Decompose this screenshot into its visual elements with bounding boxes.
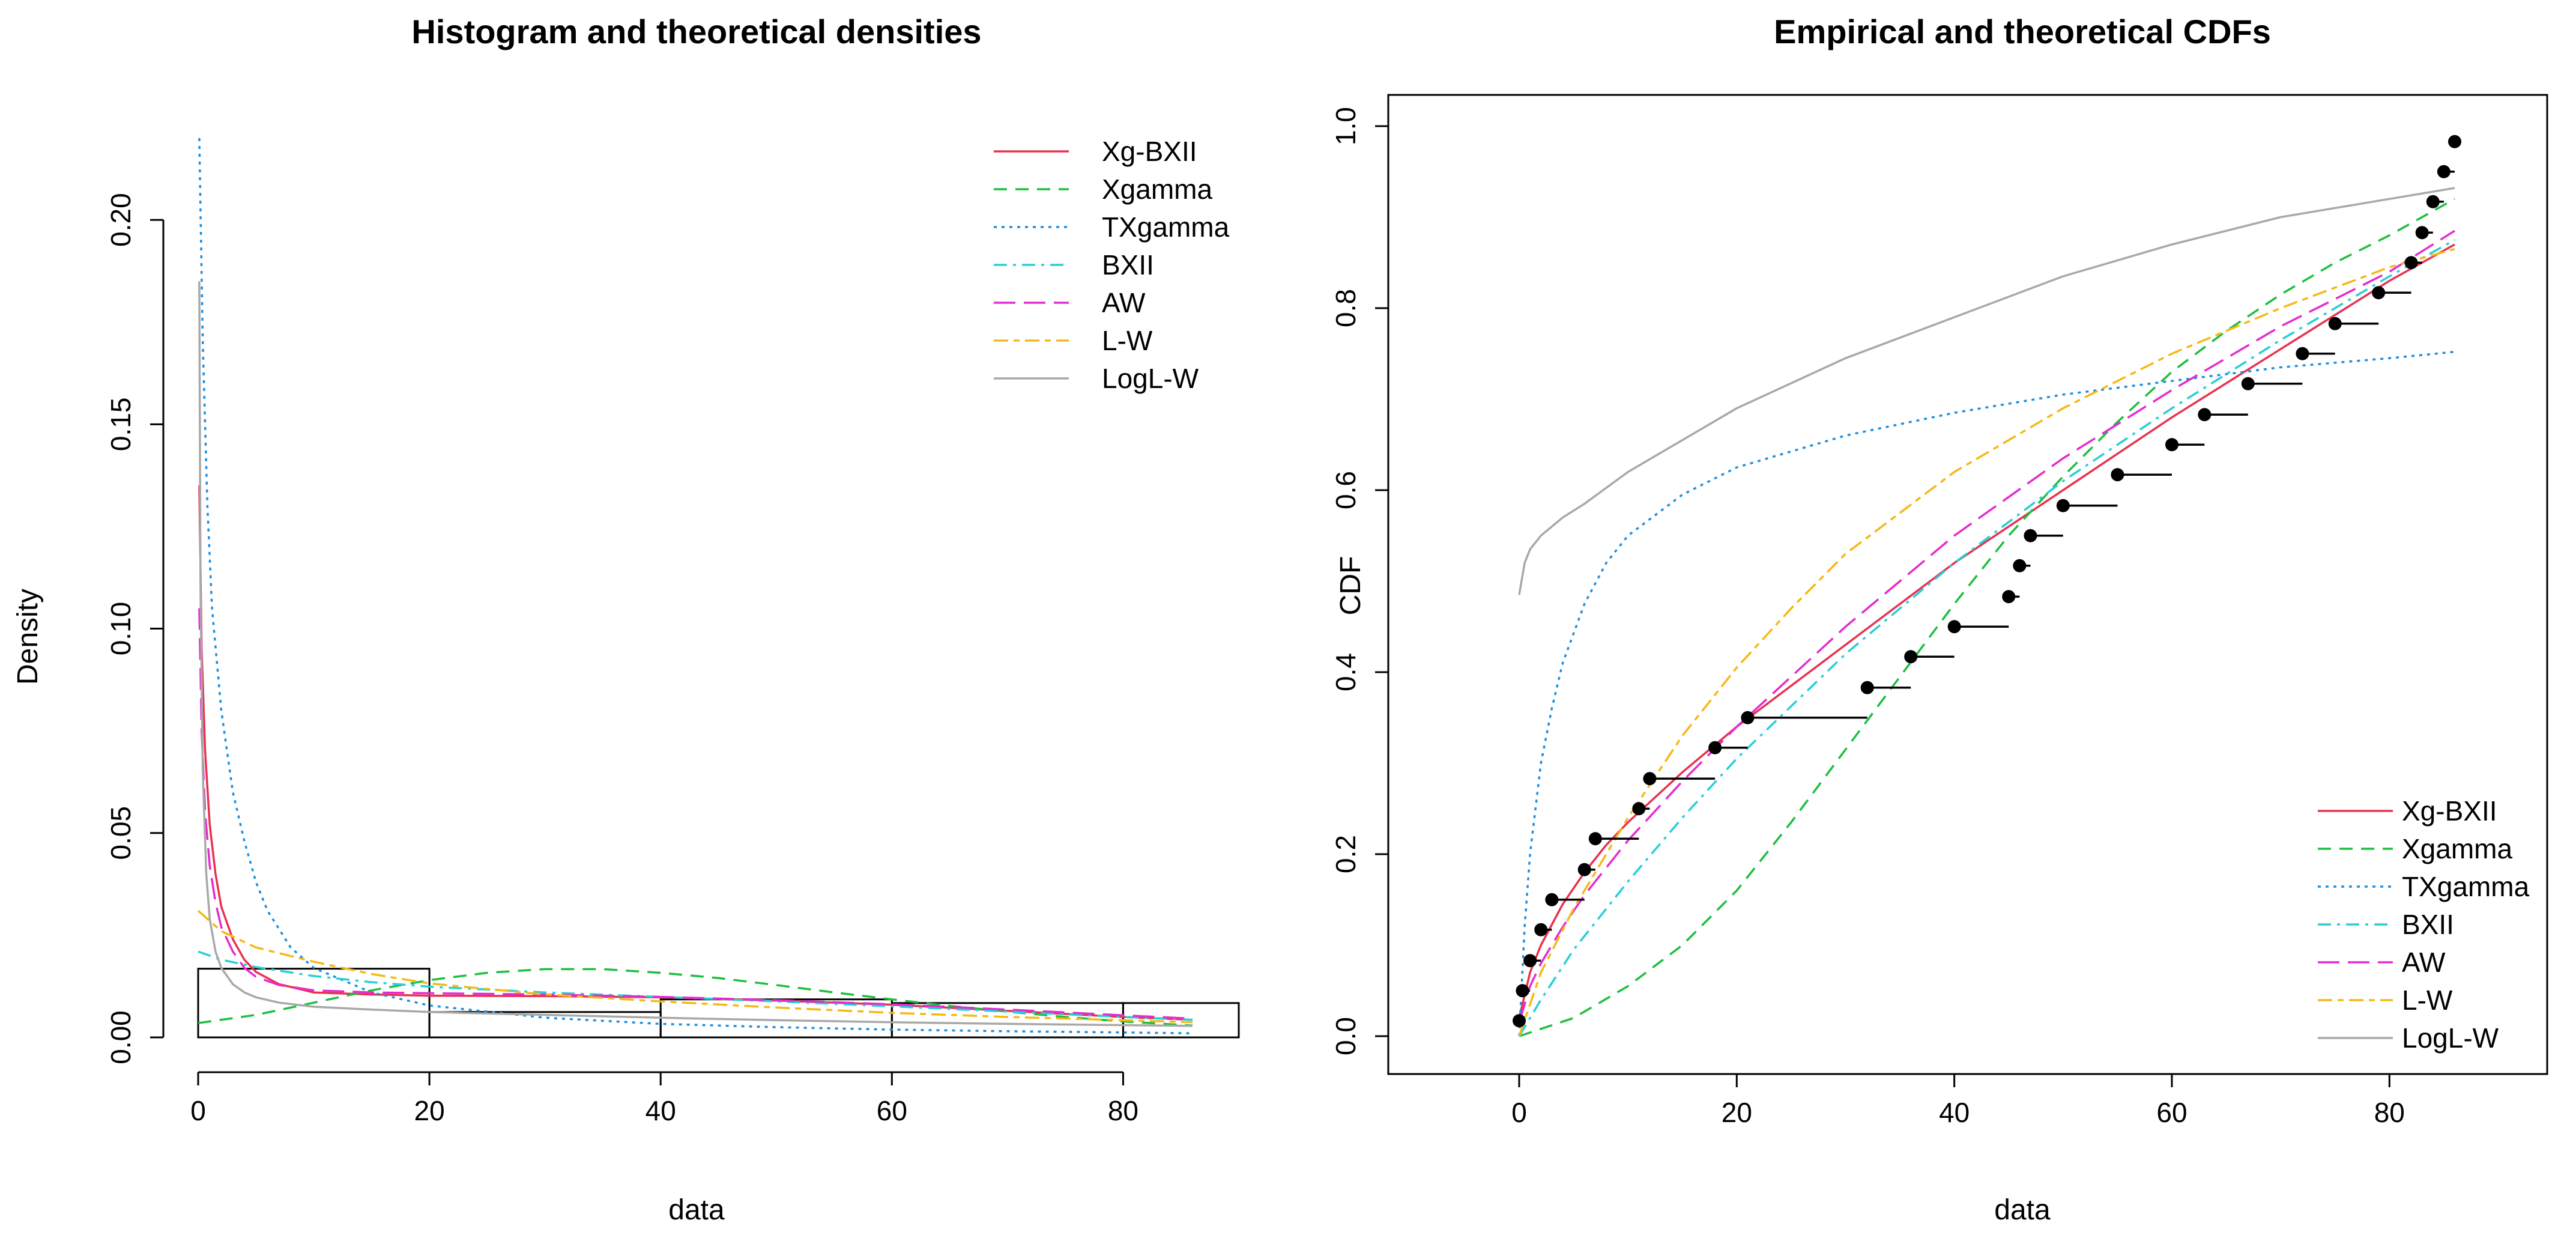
empirical-point bbox=[2415, 226, 2429, 240]
cdf-y-tick-label: 0.6 bbox=[1330, 471, 1361, 509]
density-x-tick-label: 20 bbox=[414, 1095, 445, 1126]
empirical-point bbox=[1523, 954, 1537, 968]
density-legend-label-xgamma: Xgamma bbox=[1102, 174, 1212, 205]
empirical-point bbox=[1588, 832, 1602, 846]
cdf-curve-xg-bxii bbox=[1518, 243, 2455, 1019]
density-y-tick-label: 0.00 bbox=[105, 1010, 136, 1064]
empirical-point bbox=[2437, 165, 2451, 178]
empirical-point bbox=[2426, 195, 2440, 208]
density-y-tick-label: 0.20 bbox=[105, 193, 136, 247]
empirical-point bbox=[1860, 681, 1874, 694]
density-y-tick-label: 0.05 bbox=[105, 806, 136, 860]
cdf-chart-title: Empirical and theoretical CDFs bbox=[1774, 13, 2271, 50]
density-x-tick-label: 40 bbox=[646, 1095, 676, 1126]
empirical-point bbox=[2013, 559, 2027, 572]
empirical-point bbox=[1904, 650, 1918, 664]
density-legend-label-txgamma: TXgamma bbox=[1102, 211, 1230, 243]
empirical-cdf bbox=[1513, 135, 2461, 1028]
empirical-point bbox=[2024, 529, 2037, 542]
density-x-tick-label: 80 bbox=[1108, 1095, 1138, 1126]
density-x-tick-label: 0 bbox=[190, 1095, 206, 1126]
density-x-tick-label: 60 bbox=[877, 1095, 907, 1126]
cdf-y-tick-label: 0.8 bbox=[1330, 289, 1361, 327]
density-x-axis-label: data bbox=[668, 1194, 725, 1226]
cdf-y-tick-label: 0.4 bbox=[1330, 653, 1361, 691]
cdf-axes: 0 20 40 60 80 0.0 0.2 0.4 0.6 0.8 1.0 bbox=[1330, 107, 2405, 1128]
empirical-point bbox=[2372, 286, 2386, 300]
cdf-x-axis-label: data bbox=[1994, 1194, 2051, 1226]
density-curve-aw bbox=[198, 608, 1193, 1020]
empirical-point bbox=[2002, 590, 2016, 604]
cdf-legend-label-txgamma: TXgamma bbox=[2402, 871, 2530, 902]
cdf-curve-logl-w bbox=[1518, 187, 2455, 595]
density-panel: Histogram and theoretical densities data… bbox=[12, 13, 1240, 1226]
cdf-legend-label-xgamma: Xgamma bbox=[2402, 833, 2512, 864]
density-curve-txgamma bbox=[198, 138, 1193, 1034]
empirical-point bbox=[1632, 802, 1646, 816]
cdf-y-axis-label: CDF bbox=[1335, 556, 1367, 616]
cdf-curve-aw bbox=[1518, 229, 2455, 1023]
density-curve-bxii bbox=[198, 950, 1193, 1021]
density-legend-label-logl-w: LogL-W bbox=[1102, 363, 1199, 394]
empirical-point bbox=[1534, 923, 1548, 936]
empirical-point bbox=[2111, 468, 2124, 482]
density-y-tick-label: 0.10 bbox=[105, 602, 136, 656]
density-legend-label-l-w: L-W bbox=[1102, 325, 1153, 356]
cdf-curve-xgamma bbox=[1519, 198, 2455, 1037]
density-legend: Xg-BXII Xgamma TXgamma BXII AW L-W LogL-W bbox=[994, 136, 1230, 394]
empirical-point bbox=[2198, 408, 2212, 422]
density-legend-label-aw: AW bbox=[1102, 287, 1146, 318]
cdf-y-tick-label: 1.0 bbox=[1330, 107, 1361, 145]
cdf-x-tick-label: 0 bbox=[1511, 1097, 1527, 1128]
cdf-legend-label-l-w: L-W bbox=[2402, 985, 2453, 1016]
density-legend-label-bxii: BXII bbox=[1102, 249, 1154, 281]
density-axes: 0 20 40 60 80 0.00 0.05 0.10 0.15 0.20 bbox=[105, 193, 1138, 1126]
empirical-point bbox=[1643, 772, 1657, 786]
empirical-point bbox=[1947, 620, 1961, 634]
density-curve-xg-bxii bbox=[198, 485, 1193, 1021]
empirical-point bbox=[2241, 377, 2255, 390]
cdf-legend-label-xg-bxii: Xg-BXII bbox=[2402, 795, 2497, 827]
density-curves bbox=[197, 138, 1193, 1034]
density-y-axis-label: Density bbox=[12, 589, 44, 685]
empirical-point bbox=[1516, 984, 1529, 998]
cdf-legend-label-aw: AW bbox=[2402, 947, 2446, 978]
cdf-x-tick-label: 80 bbox=[2374, 1097, 2405, 1128]
cdf-y-tick-label: 0.2 bbox=[1330, 835, 1361, 873]
empirical-point bbox=[1741, 711, 1755, 724]
density-curve-l-w bbox=[197, 909, 1193, 1024]
cdf-x-tick-label: 60 bbox=[2156, 1097, 2187, 1128]
cdf-curve-txgamma bbox=[1518, 350, 2455, 1037]
cdf-curve-l-w bbox=[1518, 247, 2455, 1037]
density-chart-title: Histogram and theoretical densities bbox=[411, 13, 981, 50]
cdf-y-tick-label: 0.0 bbox=[1330, 1017, 1361, 1055]
density-legend-label-xg-bxii: Xg-BXII bbox=[1102, 136, 1197, 167]
empirical-point bbox=[2165, 438, 2178, 452]
cdf-panel: Empirical and theoretical CDFs data CDF … bbox=[1330, 13, 2548, 1226]
empirical-point bbox=[1513, 1014, 1526, 1028]
empirical-point bbox=[1708, 741, 1722, 754]
density-y-tick-label: 0.15 bbox=[105, 398, 136, 452]
cdf-legend: Xg-BXII Xgamma TXgamma BXII AW L-W LogL-W bbox=[2318, 795, 2530, 1054]
empirical-point bbox=[2328, 317, 2342, 330]
cdf-legend-label-logl-w: LogL-W bbox=[2402, 1022, 2499, 1054]
empirical-point bbox=[2056, 499, 2070, 512]
cdf-x-tick-label: 20 bbox=[1722, 1097, 1752, 1128]
empirical-point bbox=[2404, 256, 2418, 270]
density-curve-logl-w bbox=[198, 281, 1193, 1027]
cdf-curve-bxii bbox=[1518, 238, 2455, 1037]
empirical-point bbox=[1545, 893, 1559, 906]
cdf-x-tick-label: 40 bbox=[1939, 1097, 1970, 1128]
empirical-point bbox=[2448, 135, 2461, 148]
cdf-curves bbox=[1518, 187, 2455, 1037]
empirical-point bbox=[2296, 347, 2309, 360]
cdf-legend-label-bxii: BXII bbox=[2402, 909, 2454, 940]
empirical-point bbox=[1577, 863, 1591, 876]
